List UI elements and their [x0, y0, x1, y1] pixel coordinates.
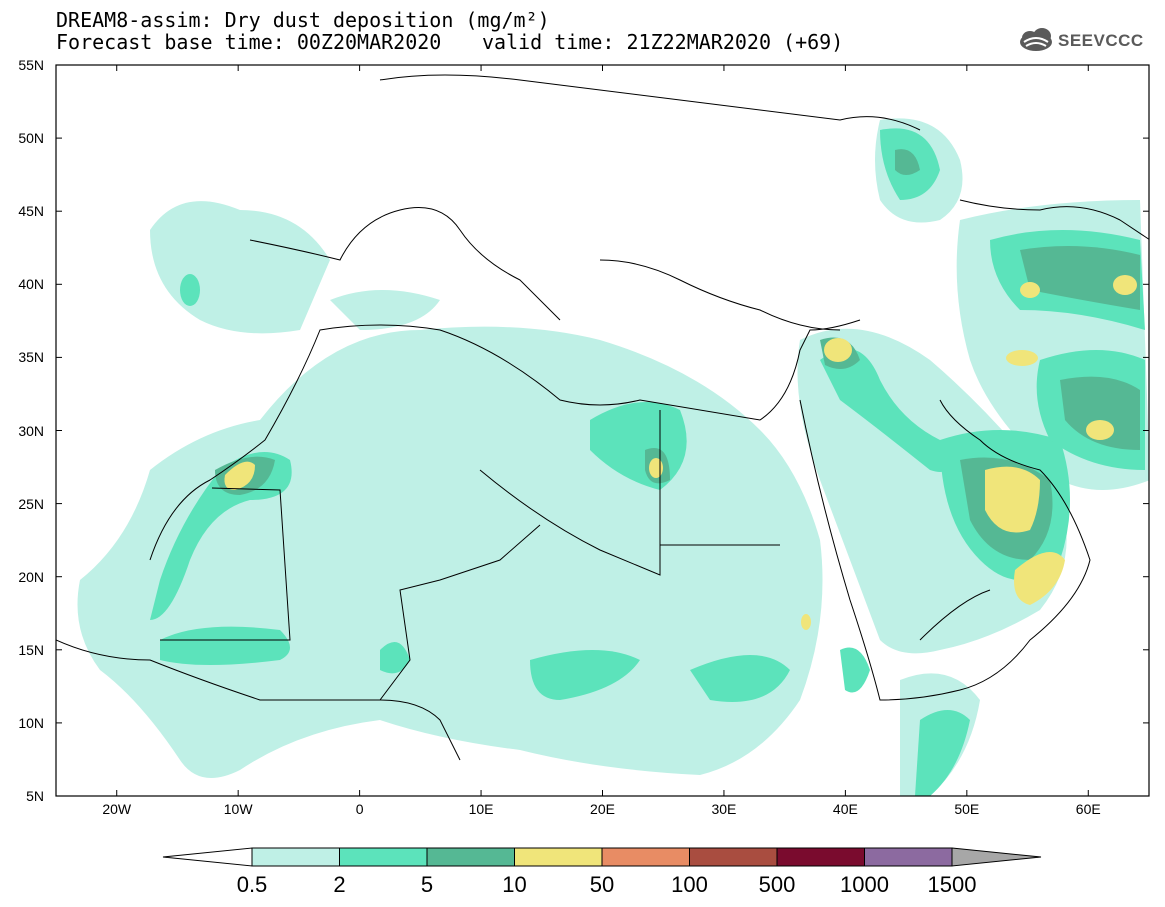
lat-label: 50N [18, 130, 44, 147]
colorbar-box [251, 847, 340, 867]
lon-label: 20E [590, 801, 615, 817]
colorbar-label: 1000 [840, 872, 889, 897]
lon-label: 0 [355, 801, 364, 817]
lat-label: 40N [18, 276, 44, 293]
lat-label: 20N [18, 568, 44, 585]
level-10-fill [224, 275, 1137, 630]
lon-label: 60E [1075, 801, 1101, 817]
lon-label: 20W [102, 801, 132, 817]
colorbar-box [426, 847, 515, 867]
cloud-icon [1020, 28, 1052, 51]
colorbar-label: 5 [420, 872, 434, 897]
lat-label: 5N [26, 788, 44, 804]
lat-label: 10N [18, 714, 44, 731]
valid-time: valid time: 21Z22MAR2020 (+69) [482, 30, 844, 54]
lon-label: 30E [711, 801, 737, 817]
lat-label: 35N [18, 349, 44, 366]
lat-label: 45N [18, 203, 44, 220]
lon-label: 10E [468, 801, 494, 817]
colorbar-label: 100 [671, 872, 708, 897]
lon-label: 40E [832, 801, 858, 817]
coastlines [56, 74, 1149, 761]
colorbar-label: 0.5 [236, 872, 268, 897]
colorbar-box [601, 847, 690, 867]
colorbar [162, 847, 1042, 867]
lat-label: 25N [18, 495, 44, 512]
colorbar-box [339, 847, 428, 867]
colorbar-box [689, 847, 778, 867]
colorbar-label: 10 [502, 872, 527, 897]
colorbar-label: 2 [333, 872, 346, 897]
map-title: DREAM8-assim: Dry dust deposition (mg/m²… [56, 8, 550, 32]
lat-label: 30N [18, 422, 44, 439]
logo-text: SEEVCCC [1058, 31, 1144, 50]
seevccc-logo [1020, 28, 1052, 51]
colorbar-over-triangle [951, 847, 1042, 867]
lat-label: 55N [18, 57, 44, 73]
colorbar-under-triangle [162, 847, 253, 867]
forecast-base-time: Forecast base time: 00Z20MAR2020 [56, 30, 442, 54]
colorbar-label: 1500 [927, 872, 977, 897]
lon-ticks [116, 65, 1089, 796]
lon-label: 10W [223, 801, 253, 817]
colorbar-box [864, 847, 953, 867]
lon-label: 50E [954, 801, 980, 817]
colorbar-box [776, 847, 865, 867]
colorbar-label: 500 [758, 872, 796, 897]
colorbar-box [514, 847, 603, 867]
lat-label: 15N [18, 641, 44, 658]
lat-ticks [56, 64, 1149, 797]
deposition-field [77, 118, 1149, 796]
colorbar-label: 50 [589, 872, 615, 897]
